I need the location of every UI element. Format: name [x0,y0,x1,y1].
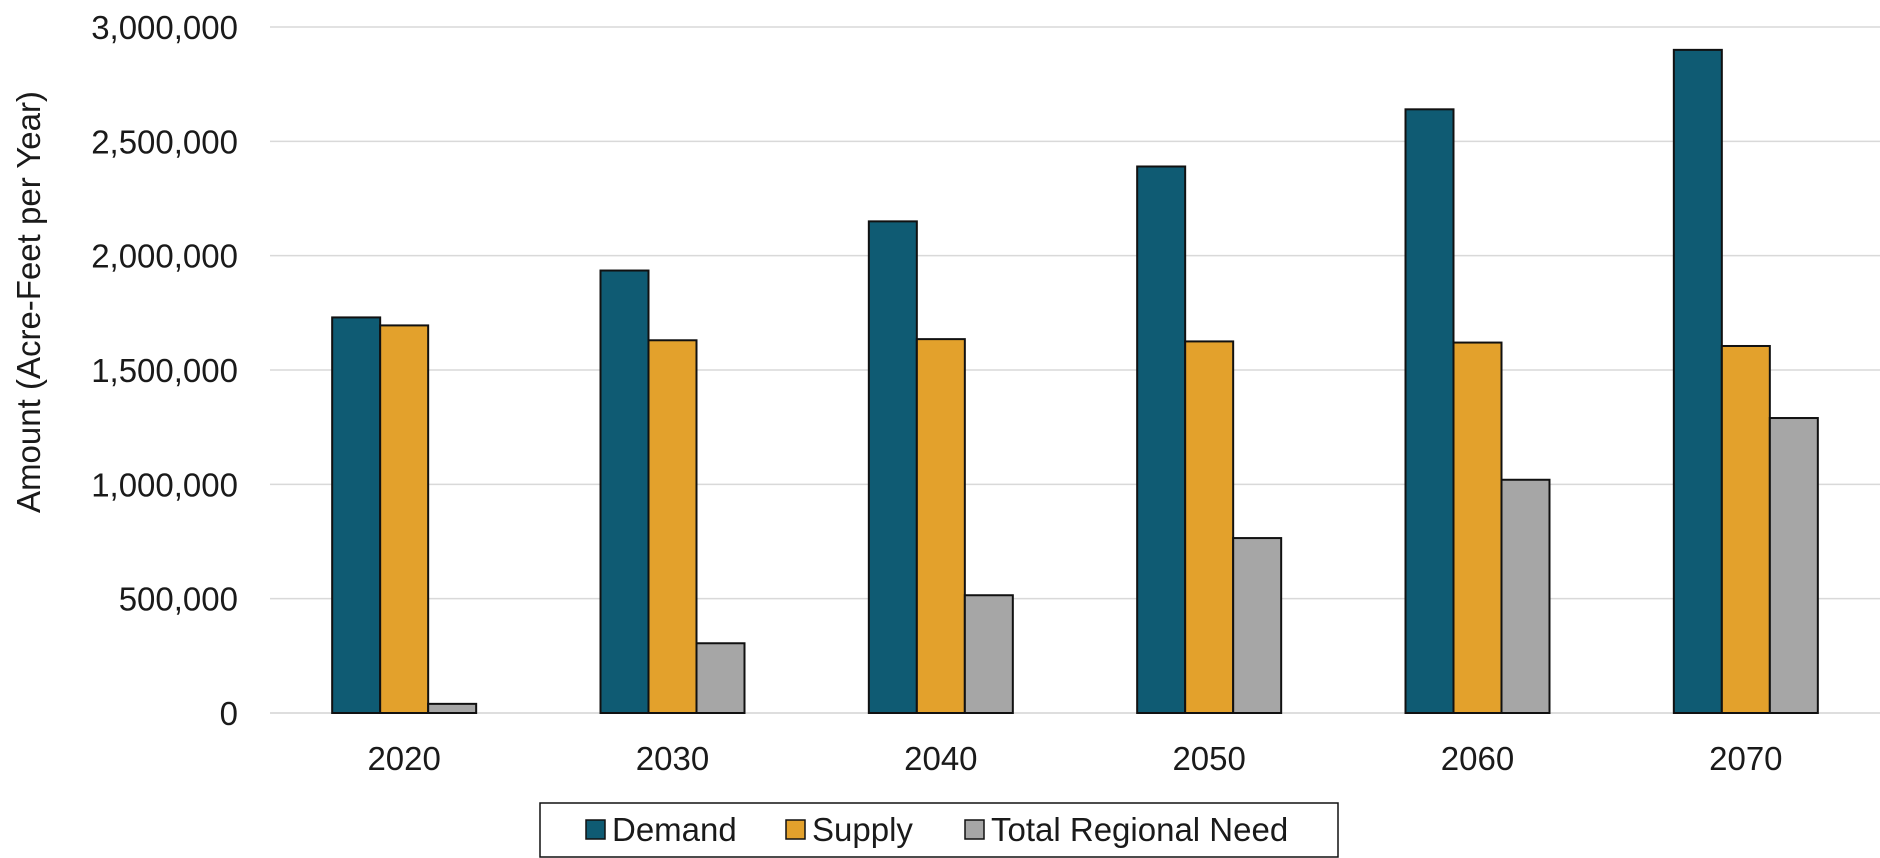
gridlines [270,26,1880,714]
x-tick-label: 2060 [1441,740,1514,777]
y-tick-label: 0 [220,695,238,732]
bar-total-regional-need-2030 [695,642,746,714]
x-tick-label: 2050 [1172,740,1245,777]
legend-box [539,802,1339,858]
bar-total-regional-need-2060 [1500,478,1551,715]
y-tick-label: 2,000,000 [91,238,238,275]
y-tick-label: 3,000,000 [91,9,238,46]
bar-total-regional-need-2040 [963,594,1014,715]
legend-label-total-regional-need: Total Regional Need [991,811,1288,848]
legend-swatch-total-regional-need [964,819,985,840]
bar-supply-2050 [1184,340,1235,714]
bar-supply-2020 [379,324,430,714]
x-axis-ticks: 2020 2030 2040 2050 2060 2070 [367,740,1782,777]
bar-demand-2020 [331,316,382,714]
bar-demand-2050 [1136,165,1187,714]
bar-supply-2040 [915,338,966,714]
bar-demand-2040 [867,220,918,714]
legend-swatch-demand [585,819,606,840]
y-tick-label: 1,000,000 [91,466,238,503]
bar-supply-2060 [1452,341,1503,714]
y-tick-label: 2,500,000 [91,123,238,160]
y-tick-label: 500,000 [119,581,238,618]
y-axis-title: Amount (Acre-Feet per Year) [10,91,47,513]
y-tick-label: 1,500,000 [91,352,238,389]
y-axis-ticks: 0 500,000 1,000,000 1,500,000 2,000,000 2,500… [91,9,238,732]
x-tick-label: 2030 [636,740,709,777]
legend-label-demand: Demand [612,811,737,848]
bar-total-regional-need-2050 [1232,537,1283,714]
bar-total-regional-need-2020 [427,702,478,714]
bar-supply-2030 [647,339,698,714]
bar-total-regional-need-2070 [1768,417,1819,714]
bar-demand-2060 [1404,108,1455,714]
bars [331,48,1819,715]
bar-demand-2030 [599,269,650,714]
legend-swatch-supply [785,819,806,840]
legend: Demand Supply Total Regional Need [539,802,1339,858]
bar-supply-2070 [1720,344,1771,714]
legend-label-supply: Supply [812,811,913,848]
x-tick-label: 2040 [904,740,977,777]
x-tick-label: 2020 [367,740,440,777]
bar-demand-2070 [1672,48,1723,715]
x-tick-label: 2070 [1709,740,1782,777]
